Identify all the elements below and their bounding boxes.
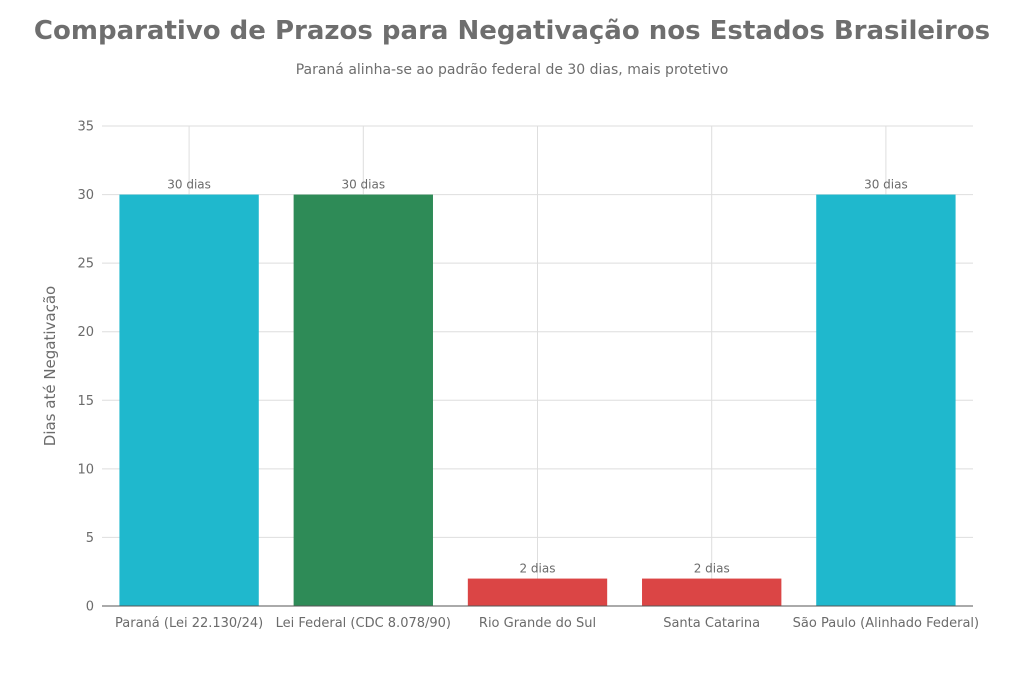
bar [467,578,608,606]
x-tick-label: Santa Catarina [663,616,760,631]
data-label: 2 dias [519,562,555,576]
y-tick-label: 5 [86,531,94,546]
bar [119,194,259,607]
y-tick-label: 35 [77,120,94,135]
y-tick-label: 20 [77,325,94,340]
x-tick-label: Paraná (Lei 22.130/24) [115,616,263,631]
bar [293,194,433,607]
data-label: 30 dias [864,178,908,192]
bar [816,194,956,607]
x-tick-label: São Paulo (Alinhado Federal) [793,616,979,631]
y-tick-label: 10 [77,462,94,477]
data-label: 30 dias [341,178,385,192]
y-tick-label: 25 [77,257,94,272]
bar [642,578,782,606]
data-label: 2 dias [694,562,730,576]
labels: 0 5 10 15 20 25 30 35 30 dias Paraná (Lei 22.130/… [77,120,979,632]
y-tick-label: 0 [86,600,94,615]
chart-subtitle: Paraná alinha-se ao padrão federal de 30… [295,62,729,78]
x-tick-label: Rio Grande do Sul [479,616,596,631]
y-tick-label: 30 [77,188,94,203]
data-label: 30 dias [167,178,211,192]
chart-title: Comparativo de Prazos para Negativação n… [33,16,991,46]
y-axis-title: Dias até Negativação [41,286,59,446]
x-tick-label: Lei Federal (CDC 8.078/90) [276,616,451,631]
y-tick-label: 15 [77,394,94,409]
bars [119,194,956,607]
